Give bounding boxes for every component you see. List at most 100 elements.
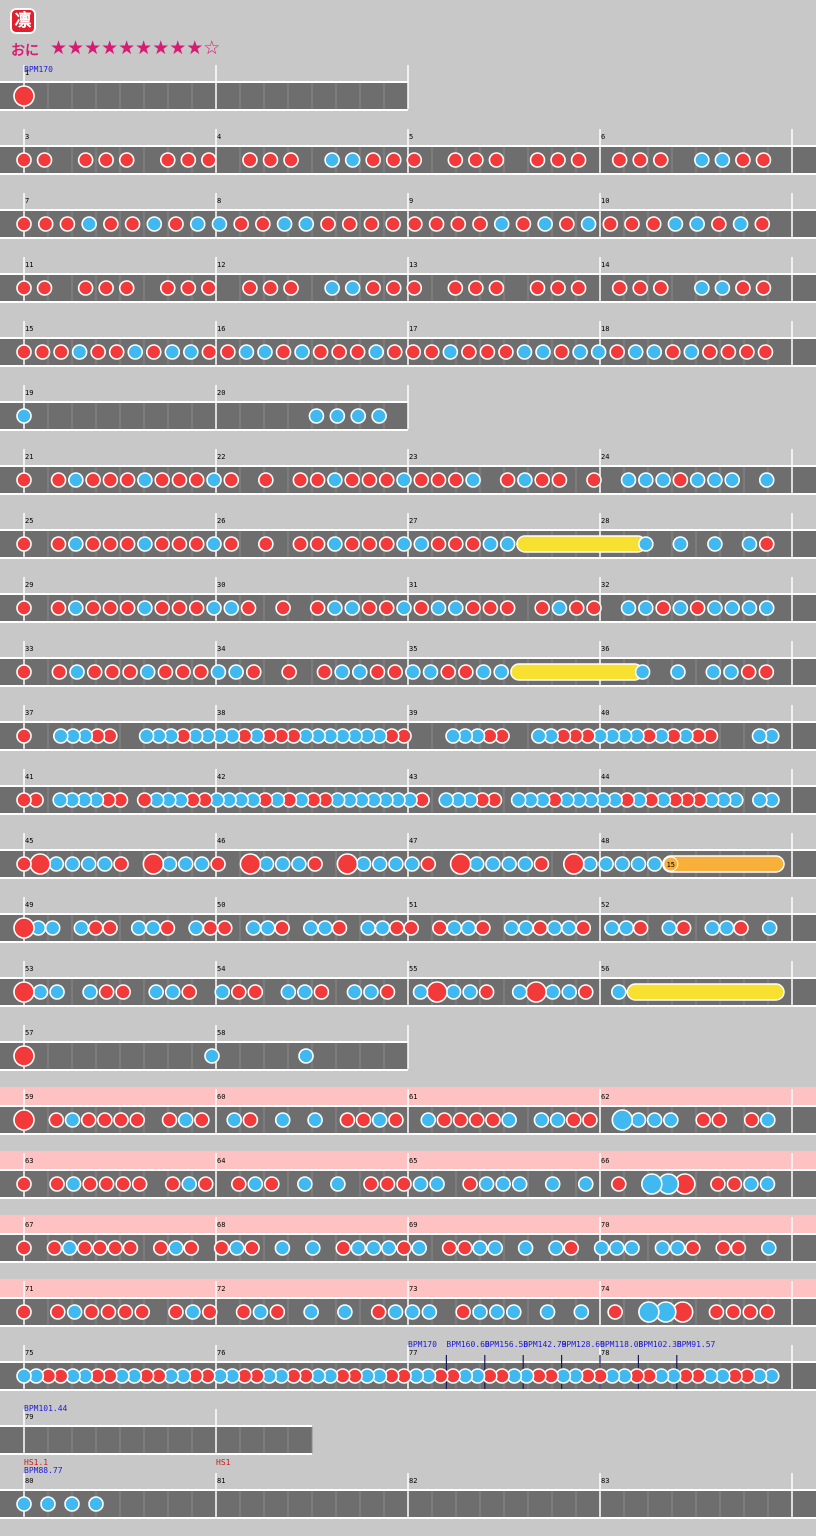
don-note [396,1240,412,1256]
ka-note [177,856,194,872]
don-note [292,536,309,552]
ka-note [61,1240,78,1256]
drumroll-note [516,535,647,553]
measure-number: 69 [409,1221,418,1229]
ka-note [760,1240,777,1256]
measure-number: 11 [25,261,34,269]
don-note [559,216,575,232]
measure-number: 33 [25,645,34,653]
bpm-marker: BPM142.79 [523,1340,567,1349]
ka-note [298,1048,314,1064]
ka-note [714,152,731,168]
lane-graphics [16,1473,793,1517]
ka-note [371,856,388,872]
measure-number: 32 [601,581,610,589]
don-note [577,984,594,1000]
ka-note [97,856,113,872]
measure-number: 73 [409,1285,418,1293]
ka-note [714,280,731,296]
don-note [119,536,136,552]
ka-note [405,664,421,680]
lane-graphics [16,193,793,237]
don-note [529,280,546,296]
don-note [355,1112,372,1128]
don-note [684,1240,701,1256]
ka-note [188,920,204,936]
don-note [233,216,249,232]
big-don-note [13,1045,35,1067]
ka-note [561,920,577,936]
don-note [428,216,445,232]
ka-note [274,856,291,872]
ka-note [81,216,97,232]
ka-note [741,600,758,616]
don-note [46,1240,63,1256]
don-note [85,472,101,488]
ka-note [411,1240,428,1256]
don-note [274,920,290,936]
ka-note [303,1304,319,1320]
don-note [672,472,689,488]
measure-number: 53 [25,965,34,973]
don-note [77,280,94,296]
ka-note [40,1496,56,1512]
ka-note [257,344,273,360]
bpm-marker: BPM156.50 [484,1340,529,1349]
chart-row: 19 20 [0,384,816,448]
ka-note [537,216,553,232]
lane-graphics [16,257,793,301]
don-note [86,664,103,680]
big-don-note [13,917,35,939]
don-note [210,856,226,872]
don-note [468,1112,485,1128]
don-note [720,344,737,360]
lane-graphics [13,961,793,1005]
ka-note [561,984,578,1000]
ka-note [460,920,477,936]
lane-graphics [16,769,793,813]
don-note [664,344,681,360]
ka-note [204,1048,220,1064]
ka-note [429,1176,445,1192]
measure-number: 79 [25,1413,34,1421]
don-note [36,280,53,296]
don-note [551,472,568,488]
ka-note [442,344,459,360]
don-note [16,1176,32,1192]
don-note [743,1112,760,1128]
ka-note [493,216,510,232]
don-note [230,1176,247,1192]
ka-note [743,1176,759,1192]
don-note [159,152,176,168]
ka-note [620,472,637,488]
don-note [708,1304,725,1320]
ka-note [482,536,499,552]
lane-graphics [16,321,793,365]
measure-number: 1 [25,69,30,77]
don-note [529,152,546,168]
don-note [188,600,205,616]
don-note [98,984,115,1000]
ka-note [724,472,740,488]
don-note [479,344,496,360]
ka-note [533,1112,550,1128]
ka-note [16,1368,32,1384]
ka-note [371,408,387,424]
ka-note [168,1240,184,1256]
don-note [16,600,32,616]
don-note [180,152,197,168]
ka-note [531,728,547,744]
ka-note [71,344,88,360]
ka-note [344,600,360,616]
ka-note [518,920,534,936]
don-note [420,856,437,872]
ka-note [590,344,607,360]
ka-note [274,1112,291,1128]
don-note [389,920,405,936]
don-note [735,280,751,296]
ka-note [752,792,768,808]
ka-note [308,408,325,424]
measure-number: 55 [409,965,418,973]
ka-note [614,856,631,872]
don-note [134,1304,151,1320]
